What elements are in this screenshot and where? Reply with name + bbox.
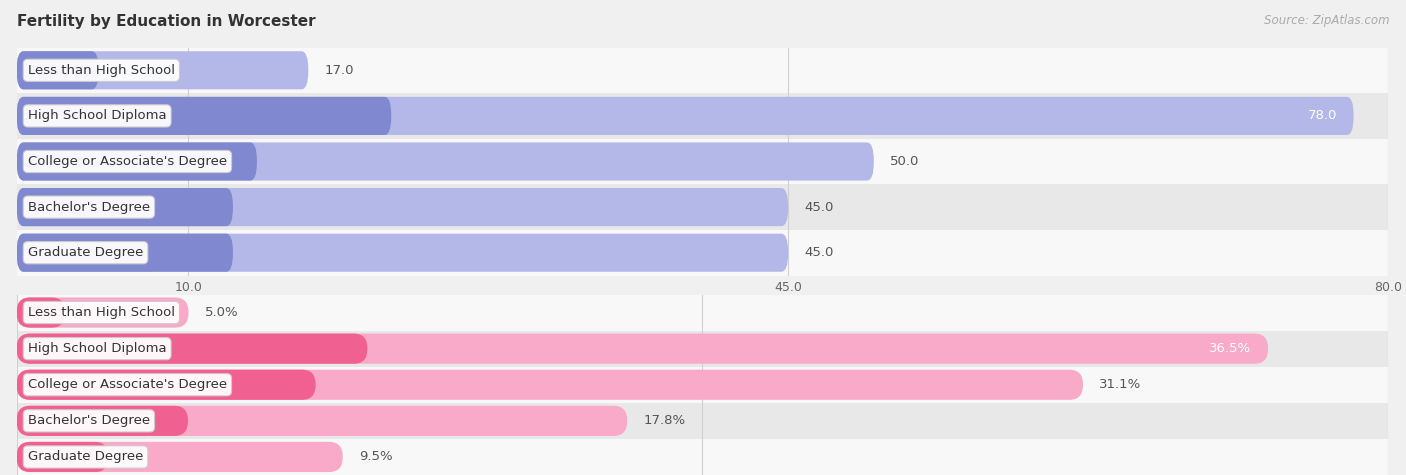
Bar [17, 331, 1388, 367]
Text: Less than High School: Less than High School [28, 306, 174, 319]
Text: High School Diploma: High School Diploma [28, 342, 166, 355]
Text: Graduate Degree: Graduate Degree [28, 450, 143, 464]
Bar [17, 439, 1388, 475]
Bar [17, 230, 1388, 276]
FancyBboxPatch shape [17, 370, 315, 400]
FancyBboxPatch shape [17, 51, 308, 89]
Text: Bachelor's Degree: Bachelor's Degree [28, 200, 150, 214]
Bar [17, 184, 1388, 230]
FancyBboxPatch shape [17, 442, 108, 472]
Bar [17, 294, 1388, 331]
Text: 9.5%: 9.5% [359, 450, 392, 464]
Bar [17, 139, 1388, 184]
Text: College or Associate's Degree: College or Associate's Degree [28, 155, 226, 168]
FancyBboxPatch shape [17, 297, 188, 328]
FancyBboxPatch shape [17, 370, 1083, 400]
FancyBboxPatch shape [17, 297, 65, 328]
Text: 50.0: 50.0 [890, 155, 920, 168]
FancyBboxPatch shape [17, 406, 188, 436]
FancyBboxPatch shape [17, 51, 98, 89]
FancyBboxPatch shape [17, 234, 233, 272]
FancyBboxPatch shape [17, 142, 257, 180]
FancyBboxPatch shape [17, 97, 1354, 135]
Text: 78.0: 78.0 [1308, 109, 1337, 123]
FancyBboxPatch shape [17, 234, 789, 272]
Text: Source: ZipAtlas.com: Source: ZipAtlas.com [1264, 14, 1389, 27]
Text: Less than High School: Less than High School [28, 64, 174, 77]
Text: 5.0%: 5.0% [205, 306, 238, 319]
Text: 17.0: 17.0 [325, 64, 354, 77]
Text: High School Diploma: High School Diploma [28, 109, 166, 123]
Bar [17, 93, 1388, 139]
FancyBboxPatch shape [17, 333, 367, 364]
Text: Graduate Degree: Graduate Degree [28, 246, 143, 259]
Text: Fertility by Education in Worcester: Fertility by Education in Worcester [17, 14, 315, 29]
FancyBboxPatch shape [17, 97, 391, 135]
Text: Bachelor's Degree: Bachelor's Degree [28, 414, 150, 428]
Text: 36.5%: 36.5% [1209, 342, 1251, 355]
FancyBboxPatch shape [17, 188, 233, 226]
FancyBboxPatch shape [17, 188, 789, 226]
Text: 45.0: 45.0 [804, 200, 834, 214]
Text: 45.0: 45.0 [804, 246, 834, 259]
FancyBboxPatch shape [17, 442, 343, 472]
FancyBboxPatch shape [17, 406, 627, 436]
FancyBboxPatch shape [17, 333, 1268, 364]
Bar [17, 367, 1388, 403]
FancyBboxPatch shape [17, 142, 873, 180]
Bar [17, 403, 1388, 439]
Bar [17, 48, 1388, 93]
Text: 17.8%: 17.8% [644, 414, 686, 428]
Text: 31.1%: 31.1% [1099, 378, 1142, 391]
Text: College or Associate's Degree: College or Associate's Degree [28, 378, 226, 391]
